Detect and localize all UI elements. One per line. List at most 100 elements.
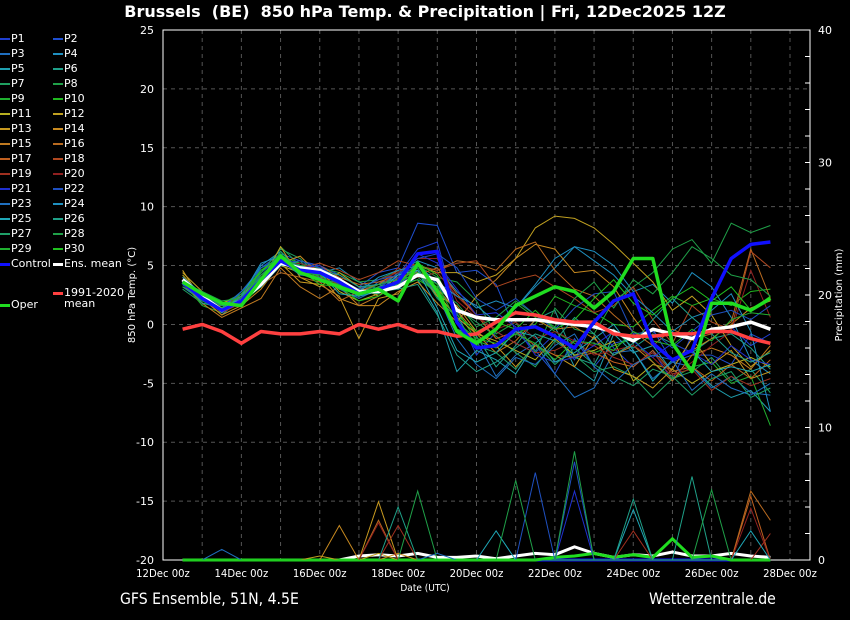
legend-label: P18 <box>64 152 85 165</box>
y-tick-label: 0 <box>147 318 154 331</box>
legend-swatch <box>53 173 63 175</box>
x-tick-label: 26Dec 00z <box>685 568 739 580</box>
legend-item-p28: P28 <box>53 227 85 241</box>
legend-item-p13: P13 <box>0 122 32 136</box>
legend-swatch <box>53 143 63 145</box>
precip-series <box>182 451 771 562</box>
legend-label: P22 <box>64 182 85 195</box>
legend-swatch <box>0 128 10 130</box>
legend-swatch <box>53 188 63 190</box>
legend-label: P4 <box>64 47 78 60</box>
grid <box>163 30 810 560</box>
legend-label: P8 <box>64 77 78 90</box>
legend-swatch <box>53 233 63 235</box>
legend-label: P13 <box>11 122 32 135</box>
legend-swatch <box>0 188 10 190</box>
x-tick-label: 18Dec 00z <box>371 568 425 580</box>
chart-title: Brussels (BE) 850 hPa Temp. & Precipitat… <box>124 2 726 21</box>
legend-item-control: Control <box>0 257 51 271</box>
legend-item-p29: P29 <box>0 242 32 256</box>
legend-item-p16: P16 <box>53 137 85 151</box>
legend-swatch <box>53 53 63 55</box>
legend-item-p27: P27 <box>0 227 32 241</box>
legend-item-p4: P4 <box>53 47 78 61</box>
y-tick-label: 15 <box>140 142 154 155</box>
legend-item-p6: P6 <box>53 62 78 76</box>
legend-label: P14 <box>64 122 85 135</box>
site-credit: Wetterzentrale.de <box>649 589 776 608</box>
highlight-series <box>181 240 772 374</box>
temp-line-p16 <box>182 241 771 347</box>
legend-label: P24 <box>64 197 85 210</box>
legend-label: P28 <box>64 227 85 240</box>
legend-swatch <box>0 233 10 235</box>
legend-item-p30: P30 <box>53 242 85 256</box>
legend-swatch <box>0 248 10 250</box>
legend-label: P7 <box>11 77 25 90</box>
legend-swatch <box>0 83 10 85</box>
legend-label: P12 <box>64 107 85 120</box>
legend-label: P30 <box>64 242 85 255</box>
legend-label: P9 <box>11 92 25 105</box>
temp-line-oper <box>181 254 772 374</box>
y-tick-label: 5 <box>147 260 154 273</box>
legend-swatch <box>0 68 10 70</box>
legend-swatch <box>53 68 63 70</box>
legend-label: Control <box>11 257 51 270</box>
legend-label: P29 <box>11 242 32 255</box>
legend-label: P16 <box>64 137 85 150</box>
legend-item-p14: P14 <box>53 122 85 136</box>
y2-tick-label: 0 <box>818 554 825 567</box>
legend-item-p26: P26 <box>53 212 85 226</box>
y-tick-label: -20 <box>136 554 154 567</box>
legend-swatch <box>0 203 10 205</box>
temp-line-p12 <box>182 215 771 368</box>
legend-item-p23: P23 <box>0 197 32 211</box>
legend-swatch <box>0 173 10 175</box>
y2-tick-label: 30 <box>818 157 832 170</box>
legend-label: P15 <box>11 137 32 150</box>
legend-swatch <box>0 303 10 307</box>
legend-item-p19: P19 <box>0 167 32 181</box>
legend-item-p2: P2 <box>53 32 78 46</box>
y-tick-label: 25 <box>140 24 154 37</box>
model-info: GFS Ensemble, 51N, 4.5E <box>120 589 299 608</box>
legend-label: P21 <box>11 182 32 195</box>
legend-swatch <box>0 262 10 266</box>
legend-label: P27 <box>11 227 32 240</box>
legend-swatch <box>53 248 63 250</box>
legend-label: P25 <box>11 212 32 225</box>
legend-swatch <box>53 128 63 130</box>
legend-swatch <box>53 262 63 266</box>
y2-tick-label: 10 <box>818 422 832 435</box>
legend-item-p11: P11 <box>0 107 32 121</box>
legend-swatch <box>0 53 10 55</box>
legend-swatch <box>53 203 63 205</box>
legend-item-p24: P24 <box>53 197 85 211</box>
x-tick-label: 20Dec 00z <box>450 568 504 580</box>
x-tick-label: 16Dec 00z <box>293 568 347 580</box>
y-tick-label: 10 <box>140 201 154 214</box>
legend-label: 1991-2020 mean <box>64 286 124 310</box>
legend-label: P11 <box>11 107 32 120</box>
legend-item-p7: P7 <box>0 77 25 91</box>
y2-tick-label: 40 <box>818 24 832 37</box>
legend-swatch <box>53 218 63 220</box>
x-axis: 12Dec 00z 14Dec 00z 16Dec 00z 18Dec 00z 20De… <box>136 568 817 580</box>
legend-swatch <box>53 98 63 100</box>
legend-swatch <box>53 292 63 295</box>
legend-label: Oper <box>11 298 38 311</box>
x-tick-label: 22Dec 00z <box>528 568 582 580</box>
legend-item-p15: P15 <box>0 137 32 151</box>
y-axis-right: 0 10 20 30 40 <box>805 24 832 567</box>
temp-line-1991-2020-mean <box>182 310 771 346</box>
legend-swatch <box>0 113 10 115</box>
y2-tick-label: 20 <box>818 289 832 302</box>
legend-item-1991-2020-mean: 1991-2020 mean <box>53 287 124 309</box>
y2-axis-label: Precipitation (mm) <box>834 248 845 341</box>
legend-swatch <box>53 158 63 160</box>
x-tick-label: 14Dec 00z <box>214 568 268 580</box>
legend-label: P5 <box>11 62 25 75</box>
legend-label: P3 <box>11 47 25 60</box>
x-axis-label: Date (UTC) <box>400 583 450 594</box>
